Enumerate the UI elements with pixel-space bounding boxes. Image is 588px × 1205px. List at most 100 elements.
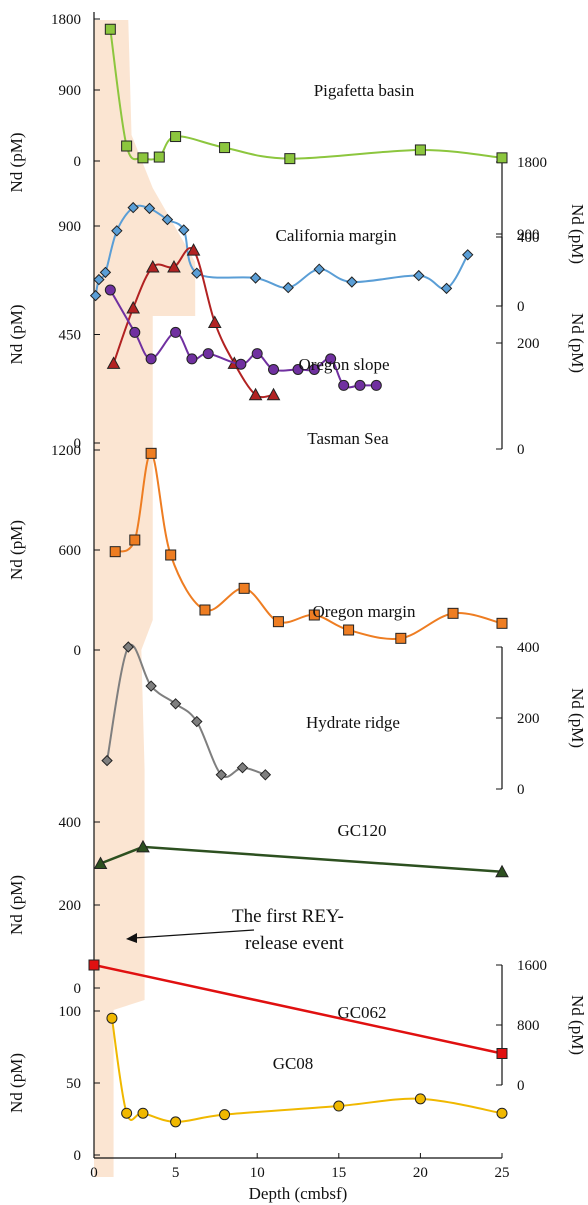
series-gc08 bbox=[106, 1012, 508, 1128]
y-tick-label: 200 bbox=[517, 711, 540, 727]
data-point bbox=[259, 769, 272, 781]
data-point bbox=[170, 131, 182, 143]
data-point bbox=[145, 447, 157, 459]
data-point bbox=[89, 289, 102, 302]
data-point bbox=[169, 698, 182, 710]
data-point bbox=[145, 680, 157, 692]
data-point bbox=[202, 348, 214, 360]
data-point bbox=[104, 284, 116, 296]
y-tick-label: 0 bbox=[74, 1148, 82, 1164]
data-point bbox=[127, 201, 139, 214]
y-tick-label: 0 bbox=[517, 299, 525, 315]
data-point bbox=[137, 1107, 149, 1119]
data-point bbox=[170, 1116, 182, 1128]
data-point bbox=[325, 353, 337, 365]
data-point bbox=[462, 249, 474, 261]
y-tick-label: 100 bbox=[59, 1004, 82, 1020]
data-point bbox=[137, 152, 149, 164]
data-point bbox=[282, 281, 294, 294]
series-label: Tasman Sea bbox=[307, 429, 389, 448]
data-point bbox=[219, 142, 231, 154]
y-tick-label: 600 bbox=[59, 543, 82, 559]
data-point bbox=[136, 839, 150, 853]
axes: 0 5 10 15 20 25 0 900 1800 0 900 1800 0 450 900 0 200 400… bbox=[51, 12, 547, 1181]
data-point bbox=[496, 1048, 508, 1059]
data-point bbox=[199, 604, 211, 616]
y-tick-label: 0 bbox=[74, 436, 82, 452]
x-tick-label: 5 bbox=[172, 1165, 180, 1181]
x-tick-label: 20 bbox=[413, 1165, 428, 1181]
y-tick-label: 400 bbox=[517, 640, 540, 656]
data-point bbox=[440, 282, 453, 295]
data-point bbox=[106, 356, 121, 369]
data-point bbox=[414, 144, 426, 156]
annotation: The first REY- release event bbox=[126, 906, 344, 954]
series-tasman-sea bbox=[104, 284, 382, 391]
data-point bbox=[129, 534, 141, 546]
y-tick-label: 50 bbox=[66, 1076, 81, 1092]
data-point bbox=[88, 959, 100, 971]
data-point bbox=[145, 259, 160, 273]
data-point bbox=[121, 140, 133, 152]
y-tick-label: 0 bbox=[517, 782, 525, 798]
data-point bbox=[496, 152, 508, 164]
data-point bbox=[496, 617, 508, 629]
y-tick-label: 0 bbox=[74, 154, 82, 170]
y-axis-title: Nd (pM) bbox=[7, 1053, 26, 1113]
data-point bbox=[413, 269, 425, 282]
series-pigafetta-basin bbox=[104, 23, 508, 165]
annotation-line-2: release event bbox=[245, 933, 344, 954]
data-point bbox=[93, 856, 108, 869]
x-tick-label: 15 bbox=[331, 1165, 346, 1181]
data-point bbox=[191, 715, 203, 728]
y-axis-title: Nd (pM) bbox=[7, 875, 26, 935]
data-point bbox=[167, 259, 181, 273]
data-point bbox=[251, 348, 263, 360]
series-line bbox=[109, 29, 503, 161]
y-tick-label: 0 bbox=[517, 442, 525, 458]
data-point bbox=[447, 607, 459, 619]
y-axis-title: Nd (pM) bbox=[7, 133, 26, 193]
y-axis-title: Nd (pM) bbox=[7, 520, 26, 580]
data-point bbox=[333, 1100, 345, 1112]
series-oregon-margin bbox=[109, 447, 508, 644]
data-point bbox=[343, 624, 355, 636]
y-axis-title: Nd (pM) bbox=[568, 204, 587, 264]
data-point bbox=[354, 379, 366, 391]
data-point bbox=[496, 1107, 508, 1119]
series-label: Hydrate ridge bbox=[306, 713, 400, 732]
series-hydrate-ridge bbox=[101, 641, 272, 781]
data-point bbox=[165, 549, 177, 561]
series-label: GC120 bbox=[337, 821, 386, 840]
y-tick-label: 0 bbox=[517, 1078, 525, 1094]
series-label: Oregon margin bbox=[312, 602, 416, 621]
y-tick-label: 400 bbox=[59, 815, 82, 831]
y-tick-label: 1800 bbox=[51, 12, 81, 28]
data-point bbox=[370, 379, 382, 391]
data-point bbox=[236, 761, 249, 774]
annotation-arrowhead bbox=[126, 933, 137, 943]
data-point bbox=[414, 1093, 426, 1105]
series-california-margin bbox=[89, 201, 474, 302]
annotation-line-1: The first REY- bbox=[232, 906, 344, 927]
y-tick-label: 800 bbox=[517, 1018, 540, 1034]
x-axis-title: Depth (cmbsf) bbox=[249, 1184, 348, 1203]
data-point bbox=[186, 243, 201, 256]
data-point bbox=[161, 213, 174, 226]
y-tick-label: 400 bbox=[517, 230, 540, 246]
data-point bbox=[272, 616, 284, 628]
y-axis-title: Nd (pM) bbox=[568, 313, 587, 373]
data-point bbox=[284, 153, 296, 165]
y-tick-label: 0 bbox=[74, 981, 82, 997]
labels: Nd (pM) Nd (pM) Nd (pM) Nd (pM) Nd (pM) Nd (p… bbox=[7, 81, 587, 1113]
series-line bbox=[93, 963, 503, 1055]
data-point bbox=[395, 632, 407, 644]
series-label: California margin bbox=[275, 226, 397, 245]
series-line bbox=[100, 845, 503, 874]
series-label: GC062 bbox=[337, 1003, 386, 1022]
data-point bbox=[99, 266, 112, 279]
data-point bbox=[248, 387, 263, 401]
y-tick-label: 1800 bbox=[517, 155, 547, 171]
data-point bbox=[145, 353, 157, 365]
series-gc062 bbox=[88, 959, 508, 1059]
